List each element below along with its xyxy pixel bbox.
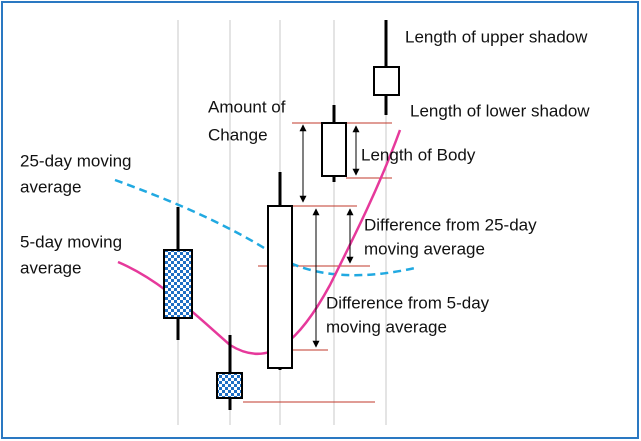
label: Change xyxy=(208,125,268,144)
label: 25-day moving xyxy=(20,151,132,170)
label: Difference from 5-day xyxy=(326,293,490,312)
candles xyxy=(163,20,400,410)
measure-arrows xyxy=(299,124,360,348)
label: moving average xyxy=(364,239,485,258)
label: average xyxy=(20,177,81,196)
label: Length of upper shadow xyxy=(405,27,588,46)
label: Difference from 25-day xyxy=(364,215,537,234)
label: 5-day moving xyxy=(20,232,122,251)
label: Length of Body xyxy=(361,145,476,164)
label: Amount of xyxy=(208,97,286,116)
label: moving average xyxy=(326,317,447,336)
label: average xyxy=(20,258,81,277)
label: Length of lower shadow xyxy=(410,101,590,120)
